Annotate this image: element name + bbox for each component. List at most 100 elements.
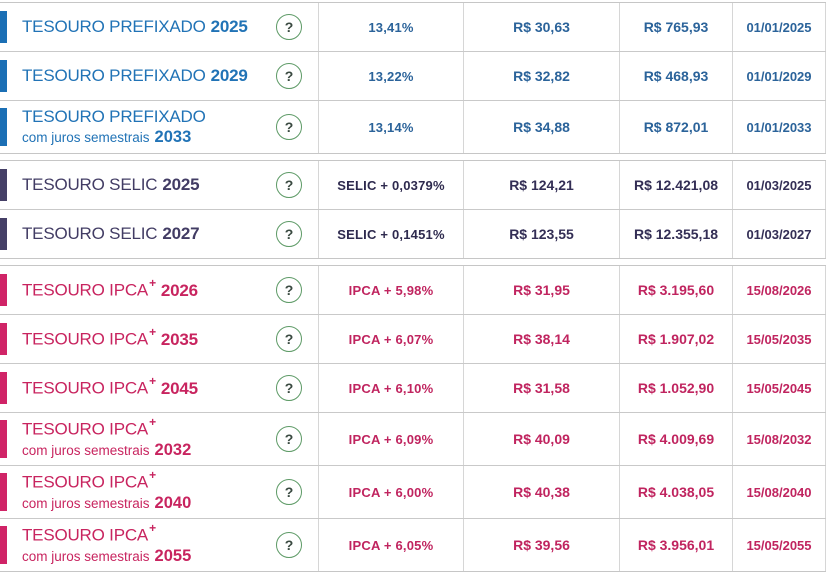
bond-year: 2035 bbox=[160, 330, 198, 350]
plus-sign: + bbox=[149, 468, 156, 483]
bond-title-text: TESOURO IPCA bbox=[22, 420, 149, 440]
help-button[interactable]: ? bbox=[276, 375, 302, 401]
bond-name-cell: TESOURO IPCA+ 2045 ? bbox=[0, 364, 318, 412]
annual-yield-cell: SELIC + 0,1451% bbox=[318, 210, 463, 258]
bond-accent-bar bbox=[0, 218, 7, 250]
bond-accent-bar bbox=[0, 108, 7, 146]
bond-title: TESOURO IPCA+ com juros semestrais 2032 bbox=[22, 415, 192, 459]
maturity-date-cell: 01/01/2025 bbox=[732, 3, 826, 51]
annual-yield-cell: 13,41% bbox=[318, 3, 463, 51]
min-investment-cell: R$ 40,09 bbox=[463, 413, 619, 465]
maturity-date-cell: 15/05/2035 bbox=[732, 315, 826, 363]
maturity-date-cell: 01/03/2025 bbox=[732, 161, 826, 209]
bond-name-cell: TESOURO IPCA+ 2035 ? bbox=[0, 315, 318, 363]
unit-price-cell: R$ 1.907,02 bbox=[619, 315, 732, 363]
bond-name-cell: TESOURO PREFIXADO 2025 ? bbox=[0, 3, 318, 51]
unit-price-cell: R$ 765,93 bbox=[619, 3, 732, 51]
min-investment-cell: R$ 38,14 bbox=[463, 315, 619, 363]
help-button[interactable]: ? bbox=[276, 326, 302, 352]
question-icon: ? bbox=[284, 226, 294, 242]
table-row: TESOURO PREFIXADO 2025 ? 13,41% R$ 30,63 … bbox=[0, 3, 826, 51]
help-button[interactable]: ? bbox=[276, 479, 302, 505]
bond-title: TESOURO IPCA+ 2026 bbox=[22, 276, 198, 301]
maturity-date-cell: 15/05/2055 bbox=[732, 519, 826, 571]
help-button[interactable]: ? bbox=[276, 14, 302, 40]
bond-title-text: TESOURO PREFIXADO bbox=[22, 66, 206, 86]
bond-year: 2032 bbox=[154, 440, 192, 459]
question-icon: ? bbox=[284, 177, 294, 193]
min-investment-cell: R$ 40,38 bbox=[463, 466, 619, 518]
help-button[interactable]: ? bbox=[276, 63, 302, 89]
bond-title-text: TESOURO PREFIXADO bbox=[22, 107, 206, 127]
bond-year: 2055 bbox=[154, 546, 192, 565]
annual-yield-cell: SELIC + 0,0379% bbox=[318, 161, 463, 209]
table-row: TESOURO IPCA+ 2035 ? IPCA + 6,07% R$ 38,1… bbox=[0, 314, 826, 363]
bond-name-cell: TESOURO PREFIXADO com juros semestrais 20… bbox=[0, 101, 318, 153]
maturity-date-cell: 01/03/2027 bbox=[732, 210, 826, 258]
bond-title: TESOURO SELIC 2025 bbox=[22, 175, 200, 195]
bond-year: 2027 bbox=[162, 224, 200, 244]
question-icon: ? bbox=[284, 119, 294, 135]
section-ipca: TESOURO IPCA+ 2026 ? IPCA + 5,98% R$ 31,9… bbox=[0, 265, 826, 572]
question-icon: ? bbox=[284, 484, 294, 500]
bond-name-cell: TESOURO SELIC 2027 ? bbox=[0, 210, 318, 258]
plus-sign: + bbox=[149, 415, 156, 430]
unit-price-cell: R$ 12.421,08 bbox=[619, 161, 732, 209]
bond-title-text: TESOURO IPCA bbox=[22, 330, 149, 350]
question-icon: ? bbox=[284, 537, 294, 553]
help-button[interactable]: ? bbox=[276, 426, 302, 452]
question-icon: ? bbox=[284, 431, 294, 447]
bond-year: 2026 bbox=[160, 281, 198, 301]
annual-yield-cell: 13,22% bbox=[318, 52, 463, 100]
plus-sign: + bbox=[149, 325, 156, 340]
plus-sign: + bbox=[149, 521, 156, 536]
annual-yield-cell: IPCA + 5,98% bbox=[318, 266, 463, 314]
annual-yield-cell: IPCA + 6,07% bbox=[318, 315, 463, 363]
min-investment-cell: R$ 30,63 bbox=[463, 3, 619, 51]
bond-accent-bar bbox=[0, 526, 7, 564]
bond-title-text: TESOURO IPCA bbox=[22, 473, 149, 493]
unit-price-cell: R$ 872,01 bbox=[619, 101, 732, 153]
bond-title-text: TESOURO IPCA bbox=[22, 526, 149, 546]
bond-year: 2029 bbox=[210, 66, 248, 86]
table-row: TESOURO PREFIXADO 2029 ? 13,22% R$ 32,82 … bbox=[0, 51, 826, 100]
question-icon: ? bbox=[284, 282, 294, 298]
bond-year: 2025 bbox=[210, 17, 248, 37]
unit-price-cell: R$ 468,93 bbox=[619, 52, 732, 100]
help-button[interactable]: ? bbox=[276, 114, 302, 140]
annual-yield-cell: IPCA + 6,10% bbox=[318, 364, 463, 412]
bond-title-text: TESOURO IPCA bbox=[22, 281, 149, 301]
help-button[interactable]: ? bbox=[276, 172, 302, 198]
bond-accent-bar bbox=[0, 372, 7, 404]
annual-yield-cell: IPCA + 6,09% bbox=[318, 413, 463, 465]
plus-sign: + bbox=[149, 276, 156, 291]
table-row: TESOURO IPCA+ com juros semestrais 2055 ?… bbox=[0, 518, 826, 571]
bond-subtitle-text: com juros semestrais bbox=[22, 129, 150, 145]
help-button[interactable]: ? bbox=[276, 277, 302, 303]
bond-name-cell: TESOURO IPCA+ com juros semestrais 2055 ? bbox=[0, 519, 318, 571]
unit-price-cell: R$ 3.956,01 bbox=[619, 519, 732, 571]
maturity-date-cell: 15/05/2045 bbox=[732, 364, 826, 412]
min-investment-cell: R$ 31,95 bbox=[463, 266, 619, 314]
bond-name-cell: TESOURO PREFIXADO 2029 ? bbox=[0, 52, 318, 100]
bond-year: 2040 bbox=[154, 493, 192, 512]
bond-title: TESOURO SELIC 2027 bbox=[22, 224, 200, 244]
bond-title-text: TESOURO SELIC bbox=[22, 224, 158, 244]
annual-yield-cell: IPCA + 6,05% bbox=[318, 519, 463, 571]
bond-subtitle-text: com juros semestrais bbox=[22, 442, 150, 458]
unit-price-cell: R$ 3.195,60 bbox=[619, 266, 732, 314]
bond-name-cell: TESOURO IPCA+ com juros semestrais 2040 ? bbox=[0, 466, 318, 518]
min-investment-cell: R$ 123,55 bbox=[463, 210, 619, 258]
annual-yield-cell: IPCA + 6,00% bbox=[318, 466, 463, 518]
table-row: TESOURO SELIC 2027 ? SELIC + 0,1451% R$ 1… bbox=[0, 209, 826, 258]
bond-year: 2025 bbox=[162, 175, 200, 195]
help-button[interactable]: ? bbox=[276, 532, 302, 558]
table-row: TESOURO IPCA+ com juros semestrais 2040 ?… bbox=[0, 465, 826, 518]
bond-title-text: TESOURO PREFIXADO bbox=[22, 17, 206, 37]
bond-accent-bar bbox=[0, 323, 7, 355]
bond-accent-bar bbox=[0, 473, 7, 511]
min-investment-cell: R$ 39,56 bbox=[463, 519, 619, 571]
bond-title-text: TESOURO IPCA bbox=[22, 379, 149, 399]
help-button[interactable]: ? bbox=[276, 221, 302, 247]
